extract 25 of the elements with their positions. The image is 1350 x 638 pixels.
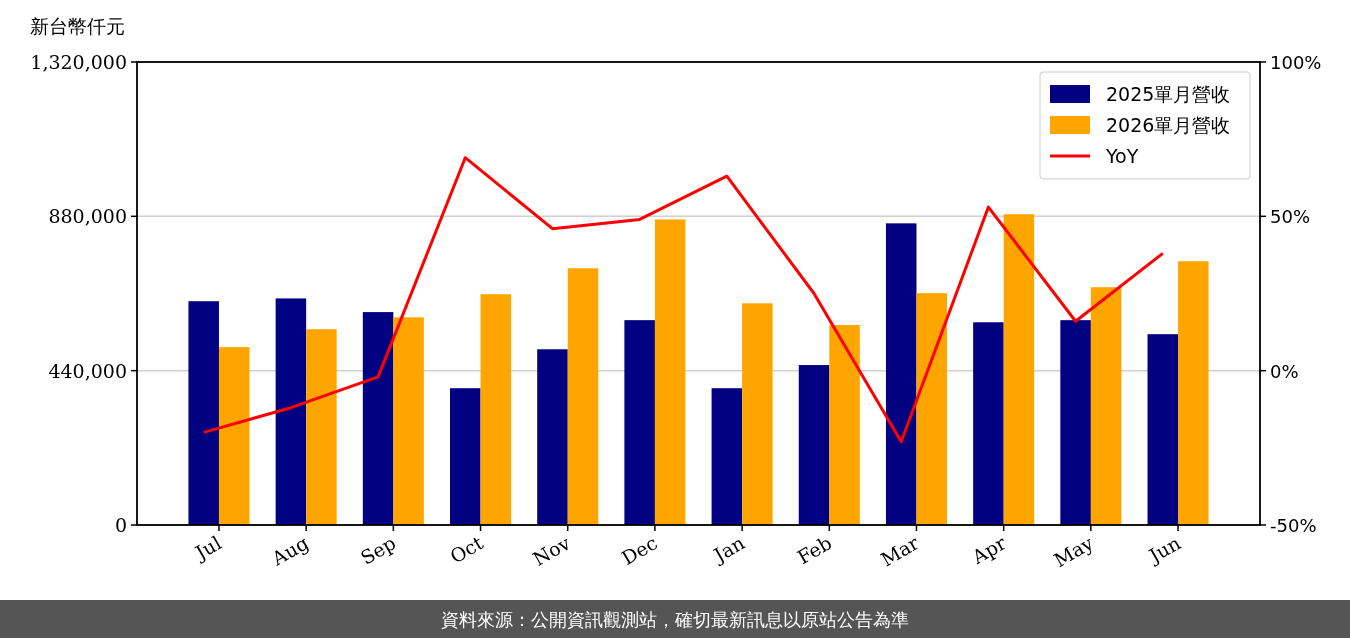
legend-label: 2026單月營收: [1106, 114, 1231, 136]
x-tick-label: Apr: [967, 530, 1011, 569]
y2-tick-label: 100%: [1270, 52, 1322, 73]
y2-tick-label: 50%: [1270, 206, 1311, 228]
y2-tick-label: -50%: [1270, 515, 1317, 536]
y2-tick-label: 0%: [1270, 360, 1299, 382]
y-tick-label: 1,320,000: [30, 51, 127, 73]
y-tick-label: 0: [114, 514, 127, 536]
x-tick-label: Oct: [446, 531, 487, 568]
legend-label: 2025單月營收: [1106, 83, 1231, 105]
x-tick-label: Mar: [876, 530, 924, 571]
x-tick-label: Jan: [708, 531, 749, 568]
x-tick-label: Nov: [529, 531, 574, 570]
x-tick-label: Feb: [793, 531, 836, 569]
y-axis-title: 新台幣仟元: [30, 15, 125, 37]
x-tick-label: Aug: [267, 531, 313, 571]
source-note: 資料來源：公開資訊觀測站，確切最新訊息以原站公告為準: [441, 609, 909, 630]
x-tick-label: Jul: [189, 531, 225, 565]
x-tick-label: Jun: [1143, 531, 1185, 568]
y-tick-label: 440,000: [48, 359, 127, 382]
x-tick-label: May: [1049, 531, 1098, 572]
legend-label: YoY: [1105, 145, 1139, 167]
y-tick-label: 880,000: [48, 205, 127, 228]
x-tick-label: Sep: [356, 531, 400, 569]
x-tick-label: Dec: [617, 531, 661, 570]
